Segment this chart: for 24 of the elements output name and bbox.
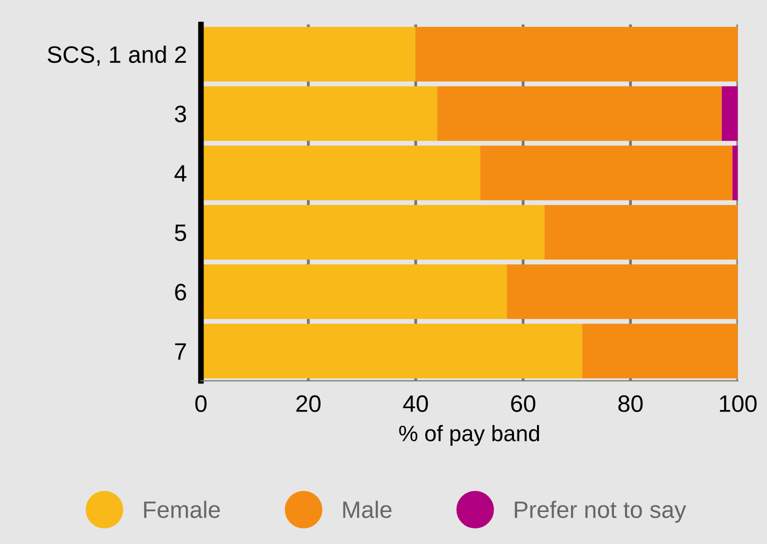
bar [544,205,738,260]
y-tick-label: 6 [175,284,186,301]
y-tick-label: 3 [174,106,186,122]
bar [416,26,738,82]
y-tick-label: 7 [175,343,186,360]
y-tick-label: 4 [174,165,186,182]
y-tick-label: SCS, 1 and 2 [48,46,186,66]
bar [582,324,738,378]
x-tick-label: 0 [195,395,207,412]
bar [722,86,738,141]
x-tick-label: 20 [296,395,321,412]
bar [506,264,738,320]
bar [732,146,738,200]
legend-label: Male [343,500,392,518]
x-axis-title: % of pay band [399,425,540,446]
bar [480,146,732,200]
x-tick-label: 100 [720,395,757,412]
legend-label: Prefer not to say [514,500,686,523]
x-tick-label: 80 [618,395,643,412]
y-tick-label: 5 [174,224,186,242]
x-tick-label: 40 [403,395,428,412]
bar [437,86,722,141]
x-tick-label: 60 [511,395,536,412]
legend-label: Female [144,500,220,518]
